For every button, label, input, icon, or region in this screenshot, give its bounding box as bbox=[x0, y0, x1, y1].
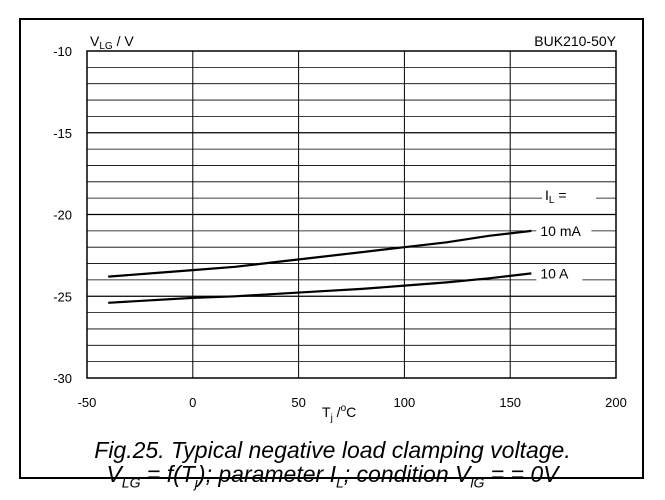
figure-caption-line1: Fig.25. Typical negative load clamping v… bbox=[94, 437, 571, 463]
y-tick-label: -10 bbox=[53, 44, 72, 59]
part-number: BUK210-50Y bbox=[534, 33, 616, 49]
legend-title-main: I bbox=[545, 187, 549, 203]
legend-title-suffix: = bbox=[554, 187, 566, 203]
series-line-1 bbox=[108, 272, 532, 304]
y-axis-label-sub: LG bbox=[99, 41, 113, 52]
series-label: 10 A bbox=[540, 265, 569, 281]
caption-s3: L bbox=[335, 474, 344, 491]
caption-p2: = f(T bbox=[140, 461, 195, 487]
x-tick-label: -50 bbox=[78, 395, 97, 410]
caption-s4: lG bbox=[470, 474, 485, 491]
legend-title: IL = bbox=[545, 187, 567, 206]
figure-frame bbox=[19, 18, 644, 479]
caption-p3: ); parameter I bbox=[197, 461, 336, 487]
y-axis-label-rest: / V bbox=[113, 33, 135, 49]
caption-p5: = = 0V bbox=[484, 461, 559, 487]
series-line-0 bbox=[108, 229, 532, 278]
x-tick-label: 100 bbox=[394, 395, 416, 410]
legend-title-sub: L bbox=[549, 195, 555, 206]
x-tick-label: 0 bbox=[189, 395, 196, 410]
y-tick-label: -15 bbox=[53, 126, 72, 141]
tick-labels: -10 -15 -20 -25 -30 -50 0 50 100 150 200 bbox=[53, 44, 627, 410]
major-gridlines bbox=[87, 51, 616, 378]
x-tick-label: 150 bbox=[499, 395, 521, 410]
chart-svg: 10 mA 10 A -10 -15 -20 -25 -30 -50 0 50 100 150 200… bbox=[53, 33, 627, 424]
minor-gridlines bbox=[87, 66, 616, 363]
x-axis-label-sub: j bbox=[330, 413, 333, 424]
series-label-bg bbox=[536, 264, 583, 284]
series-label: 10 mA bbox=[540, 223, 581, 239]
y-axis-label-main: V bbox=[90, 33, 100, 49]
legend-title-bg bbox=[542, 184, 596, 204]
x-tick-label: 200 bbox=[605, 395, 627, 410]
x-axis-label: Tj /oC bbox=[322, 403, 356, 424]
series-layer: 10 mA 10 A bbox=[108, 221, 592, 304]
caption-p1: V bbox=[106, 461, 122, 487]
x-axis-label-sup: o bbox=[341, 403, 347, 414]
x-axis-label-mid: / bbox=[333, 404, 341, 420]
y-tick-label: -30 bbox=[53, 371, 72, 386]
x-tick-label: 50 bbox=[291, 395, 305, 410]
caption-s2: j bbox=[194, 474, 198, 491]
y-tick-label: -20 bbox=[53, 208, 72, 223]
x-axis-label-rest: C bbox=[346, 404, 356, 420]
y-tick-label: -25 bbox=[53, 289, 72, 304]
figure-caption-line2: VLG = f(Tj); parameter IL; condition VlG… bbox=[0, 461, 665, 496]
caption-p4: ; condition V bbox=[343, 461, 471, 487]
y-axis-label: VLG / V bbox=[90, 33, 134, 52]
plot-area-border bbox=[86, 50, 617, 379]
series-label-bg bbox=[536, 221, 592, 241]
x-axis-label-main: T bbox=[322, 404, 331, 420]
caption-s1: LG bbox=[121, 474, 141, 491]
